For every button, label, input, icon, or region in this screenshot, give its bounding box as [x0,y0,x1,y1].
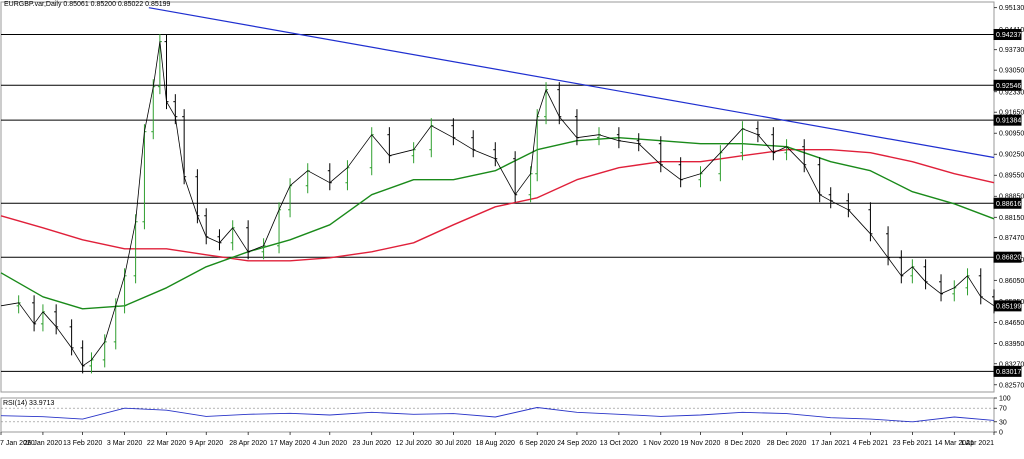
rsi-line [0,407,995,423]
moving-average-fast-line [0,136,995,310]
rsi-tick-label: 100 [999,396,1011,403]
close-price-line [0,41,995,367]
moving-average-slow-line [0,148,995,262]
x-tick-label: 1 Nov 2020 [643,440,679,447]
x-tick-label: 4 Feb 2021 [853,440,889,447]
y-tick-label: 0.90250 [999,152,1024,159]
x-tick-label: 14 Mar 2021 [935,440,974,447]
y-tick-label: 0.93730 [999,47,1024,54]
x-tick-label: 6 Sep 2020 [519,440,555,447]
y-tick-label: 0.89550 [999,173,1024,180]
x-tick-label: 13 Feb 2020 [63,440,102,447]
main-panel-frame [0,1,995,393]
level-label: 0.94237 [996,32,1021,39]
y-tick-label: 0.95130 [999,5,1024,12]
y-tick-label: 0.91650 [999,110,1024,117]
level-label-box [993,197,1022,209]
level-label-box [993,365,1022,377]
rsi-tick-label: 0 [999,430,1003,437]
x-tick-label: 30 Jul 2020 [435,440,471,447]
chart-header: EURGBP.var,Daily 0.85061 0.85200 0.85022… [4,1,170,8]
y-tick-label: 0.92330 [999,89,1024,96]
y-tick-label: 0.82570 [999,382,1024,389]
x-tick-label: 22 Mar 2020 [147,440,186,447]
x-tick-label: 12 Jul 2020 [396,440,432,447]
y-tick-label: 0.87470 [999,235,1024,242]
current-price-label: 0.85199 [996,303,1021,310]
level-label: 0.83017 [996,369,1021,376]
x-tick-label: 4 Jun 2020 [312,440,347,447]
x-tick-label: 7 Jan 2020 [0,440,35,447]
level-label-box [993,29,1022,41]
x-tick-label: 13 Oct 2020 [600,440,638,447]
x-tick-label: 17 May 2020 [270,440,311,447]
x-tick-label: 3 Mar 2020 [107,440,143,447]
rsi-tick-label: 30 [999,419,1007,426]
level-label: 0.88616 [996,201,1021,208]
x-tick-label: 17 Jan 2021 [811,440,850,447]
level-label-box [993,79,1022,91]
x-tick-label: 28 Dec 2020 [767,440,807,447]
y-tick-label: 0.86050 [999,278,1024,285]
x-tick-label: 19 Nov 2020 [681,440,721,447]
rsi-tick-label: 70 [999,406,1007,413]
x-tick-label: 9 Apr 2020 [189,440,223,447]
header-ohlc: 0.85061 0.85200 0.85022 0.85199 [63,1,171,8]
x-tick-label: 26 Jan 2020 [24,440,63,447]
y-tick-label: 0.83270 [999,361,1024,368]
x-tick-label: 18 Aug 2020 [476,440,515,447]
rsi-label: RSI(14) 33.9713 [3,400,55,407]
x-tick-label: 23 Jun 2020 [352,440,391,447]
level-label: 0.91384 [996,118,1021,125]
y-tick-label: 0.90950 [999,131,1024,138]
y-tick-label: 0.83950 [999,341,1024,348]
y-tick-label: 0.84650 [999,320,1024,327]
y-tick-label: 0.88150 [999,215,1024,222]
trendline [148,7,995,159]
y-tick-label: 0.88850 [999,194,1024,201]
level-label: 0.92546 [996,83,1021,90]
level-label: 0.86820 [996,255,1021,262]
x-tick-label: 24 Sep 2020 [557,440,597,447]
current-price-label-box [993,300,1022,312]
rsi-panel-frame [0,397,995,433]
x-tick-label: 23 Feb 2021 [893,440,932,447]
header-symbol: EURGBP.var,Daily [4,1,62,8]
x-tick-label: 1 Apr 2021 [960,440,994,447]
level-label-box [993,114,1022,126]
x-tick-label: 8 Dec 2020 [725,440,761,447]
y-tick-label: 0.93050 [999,68,1024,75]
x-tick-label: 28 Apr 2020 [229,440,267,447]
level-label-box [993,251,1022,263]
